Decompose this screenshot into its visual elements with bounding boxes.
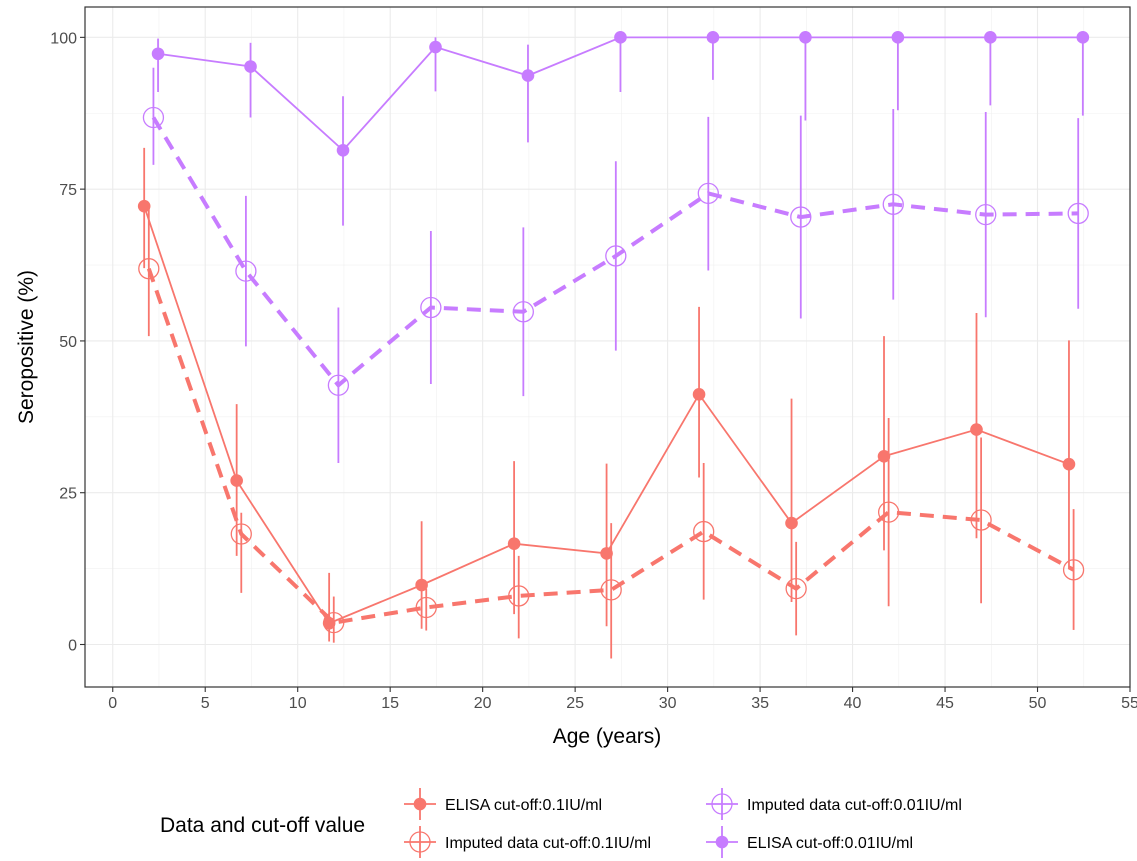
legend-label: Imputed data cut-off:0.01IU/ml (747, 797, 962, 814)
data-point (692, 388, 706, 401)
data-point (970, 509, 992, 531)
data-point (235, 260, 257, 282)
x-axis-title: Age (years) (553, 725, 662, 748)
data-point (882, 193, 904, 215)
x-tick-label: 40 (844, 695, 862, 712)
data-point (697, 182, 719, 205)
data-point (790, 206, 812, 228)
data-point (323, 611, 345, 634)
data-point (785, 516, 798, 530)
data-point (1067, 202, 1089, 225)
x-tick-label: 50 (1029, 695, 1047, 712)
x-tick-label: 0 (108, 695, 117, 712)
legend-label: ELISA cut-off:0.1IU/ml (445, 797, 602, 814)
data-point (891, 31, 905, 44)
data-point (1076, 31, 1090, 44)
data-point (785, 577, 807, 600)
legend-item: Imputed data cut-off:0.01IU/ml (706, 788, 962, 820)
data-point (1062, 457, 1076, 471)
data-point (975, 203, 997, 226)
x-tick-label: 35 (751, 695, 769, 712)
data-point (984, 31, 997, 44)
series-4 (151, 31, 1090, 226)
y-tick-label: 50 (59, 334, 77, 351)
x-tick-label: 5 (201, 695, 210, 712)
legend-key-marker (711, 793, 733, 815)
legend-item: Imputed data cut-off:0.1IU/ml (404, 826, 651, 858)
data-point (512, 301, 534, 323)
data-point (799, 31, 812, 44)
data-point (600, 547, 613, 560)
axes: 0 5 10 15 20 25 30 35 40 45 50 55 0 25 50 75 100 (50, 30, 1137, 712)
data-point (336, 143, 350, 157)
data-point (605, 245, 627, 267)
data-point (970, 423, 983, 436)
legend-item: ELISA cut-off:0.01IU/ml (706, 826, 913, 858)
y-tick-label: 75 (59, 182, 77, 199)
data-point (415, 596, 437, 619)
data-point (507, 537, 521, 551)
series-layer (137, 31, 1090, 659)
legend-key-marker (409, 831, 431, 853)
plot-panel-background (85, 7, 1130, 687)
x-tick-label: 55 (1121, 695, 1137, 712)
x-tick-label: 20 (474, 695, 492, 712)
legend: Data and cut-off value ELISA cut-off:0.1… (160, 788, 962, 858)
y-tick-label: 100 (50, 30, 77, 47)
data-point (327, 374, 350, 396)
x-tick-label: 25 (566, 695, 584, 712)
legend-key-marker (715, 835, 729, 849)
data-point (614, 31, 627, 44)
data-point (1062, 559, 1085, 581)
data-point (600, 579, 622, 601)
plot-panel-border (84, 6, 1131, 688)
data-point (877, 449, 891, 463)
legend-key-marker (413, 797, 427, 811)
series-3 (142, 67, 1089, 463)
y-tick-label: 0 (68, 638, 77, 655)
data-point (151, 47, 165, 61)
series-2 (138, 203, 1085, 659)
data-point (230, 474, 243, 487)
x-tick-label: 45 (936, 695, 954, 712)
data-point (877, 501, 900, 523)
data-point (142, 106, 165, 129)
data-point (420, 296, 442, 319)
data-point (508, 585, 530, 607)
legend-title: Data and cut-off value (160, 814, 365, 837)
data-point (706, 31, 720, 44)
data-point (693, 520, 715, 543)
grid (85, 7, 1131, 687)
legend-label: Imputed data cut-off:0.1IU/ml (445, 835, 651, 852)
data-point (322, 616, 336, 630)
data-point (230, 523, 252, 545)
legend-label: ELISA cut-off:0.01IU/ml (747, 835, 913, 852)
x-tick-label: 15 (381, 695, 399, 712)
data-point (521, 69, 535, 82)
x-tick-label: 10 (289, 695, 307, 712)
legend-item: ELISA cut-off:0.1IU/ml (404, 788, 602, 820)
data-point (137, 199, 151, 213)
data-point (138, 258, 160, 280)
data-point (429, 40, 442, 54)
data-point (415, 578, 428, 592)
y-tick-label: 25 (59, 486, 77, 503)
y-axis-title: Seropositive (%) (15, 270, 38, 424)
data-point (244, 60, 257, 73)
x-tick-label: 30 (659, 695, 677, 712)
